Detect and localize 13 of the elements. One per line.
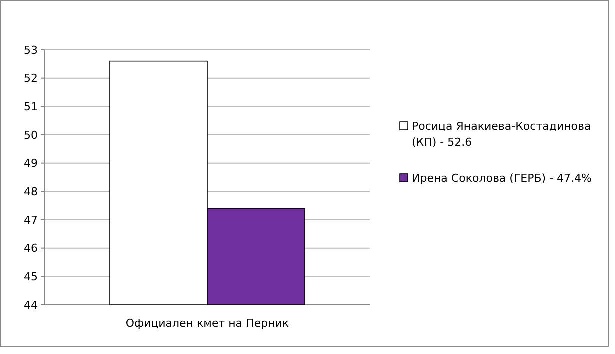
legend-label: Росица Янакиева-Костадинова (КП) - 52.6 [412, 120, 592, 149]
x-tick-label: Официален кмет на Перник [126, 317, 290, 330]
y-tick-label: 47 [24, 214, 38, 227]
y-tick-label: 50 [24, 128, 38, 142]
y-tick-label: 51 [24, 100, 38, 114]
y-tick-label: 46 [24, 242, 38, 256]
y-tick-label: 53 [24, 44, 38, 57]
y-tick-label: 52 [24, 72, 38, 86]
y-tick-label: 45 [24, 270, 38, 284]
y-tick-label: 44 [24, 298, 38, 312]
y-tick-label: 49 [24, 157, 38, 170]
legend-label: Ирена Соколова (ГЕРБ) - 47.4% [412, 172, 592, 185]
y-tick-label: 48 [24, 186, 38, 199]
